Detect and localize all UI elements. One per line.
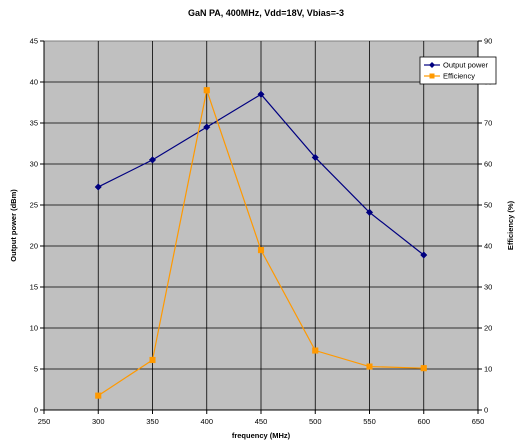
data-point-output-power [257,90,265,98]
data-point-output-power [203,123,211,131]
legend-label-efficiency: Efficiency [443,72,475,81]
series-layer [94,87,428,399]
chart-title: GaN PA, 400MHz, Vdd=18V, Vbias=-3 [188,8,344,18]
y-tick-label: 5 [34,365,38,374]
y-tick-label: 30 [30,160,38,169]
y-tick-label: 25 [30,201,38,210]
y2-tick-label: 30 [484,283,492,292]
y2-tick-label: 60 [484,160,492,169]
data-point-efficiency [203,87,210,94]
y-tick-label: 35 [30,119,38,128]
y-tick-label: 40 [30,78,38,87]
y-tick-label: 0 [34,406,38,415]
y2-axis-title: Efficiency (%) [506,200,515,250]
data-point-efficiency [420,365,427,372]
y-tick-label: 15 [30,283,38,292]
data-point-output-power [365,208,374,217]
legend: Output power Efficiency [419,56,497,85]
y2-tick-label: 20 [484,324,492,333]
data-point-efficiency [95,392,102,399]
data-point-efficiency [366,363,373,370]
x-tick-label: 300 [92,417,105,426]
x-tick-label: 450 [255,417,268,426]
axes: 250 300 350 400 450 500 550 600 6500510152025303… [30,37,493,427]
legend-label-output-power: Output power [443,61,489,70]
legend-marker-efficiency [429,73,435,79]
y2-tick-label: 90 [484,37,492,46]
x-axis-title: frequency (MHz) [232,431,291,440]
x-tick-label: 550 [363,417,376,426]
grid-lines [44,41,478,410]
y-axis-title: Output power (dBm) [9,189,18,262]
data-point-output-power [148,156,157,164]
data-point-output-power [420,251,428,259]
data-point-efficiency [312,347,319,354]
x-tick-label: 650 [472,417,485,426]
y2-tick-label: 0 [484,406,488,415]
y2-tick-label: 10 [484,365,492,374]
legend-box [419,56,497,85]
data-point-output-power [311,153,319,162]
x-tick-label: 250 [38,417,51,426]
y2-tick-label: 50 [484,201,492,210]
y2-tick-label: 40 [484,242,492,251]
data-point-output-power [94,183,102,191]
legend-marker-output-power [429,62,435,68]
data-point-efficiency [149,356,156,364]
x-tick-label: 500 [309,417,322,426]
x-tick-label: 600 [417,417,430,426]
y-tick-label: 10 [30,324,38,333]
y-tick-label: 20 [30,242,38,251]
data-point-efficiency [257,247,265,254]
x-tick-label: 400 [200,417,213,426]
x-tick-label: 350 [146,417,159,426]
y-tick-label: 45 [30,37,38,46]
y2-tick-label: 70 [484,119,492,128]
